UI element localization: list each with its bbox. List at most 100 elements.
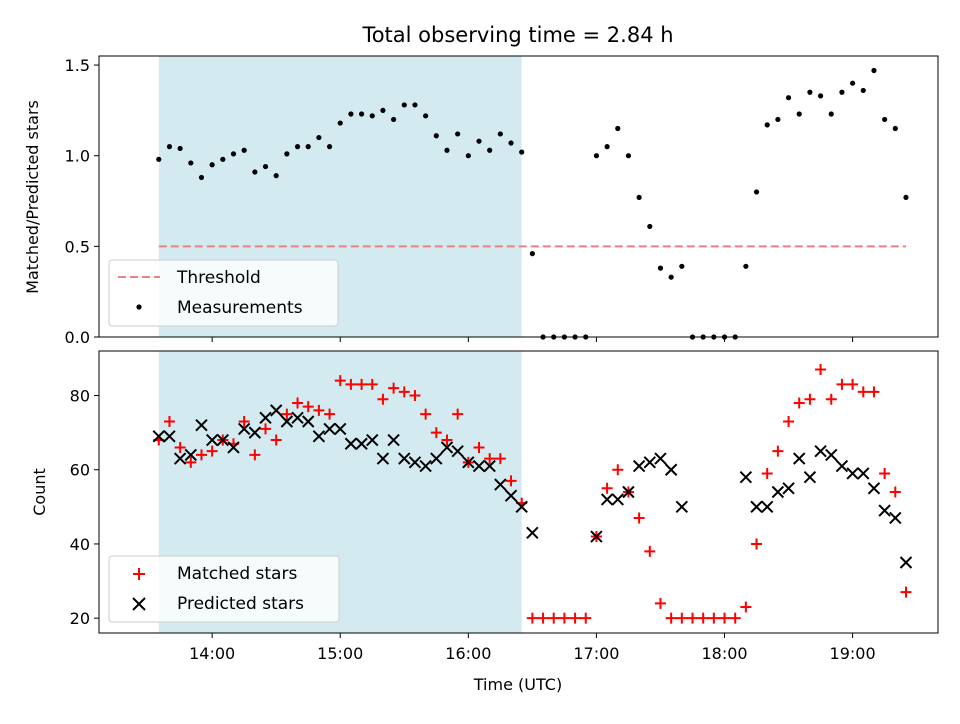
predicted-star-point (472, 459, 486, 473)
predicted-star-point (771, 485, 785, 499)
matched-star-point (548, 612, 560, 624)
legend-measurements-label: Measurements (177, 298, 303, 318)
matched-star-point (879, 467, 891, 479)
predicted-star-point (355, 437, 368, 450)
measurement-point (262, 163, 269, 170)
predicted-star-point (590, 530, 603, 543)
matched-star-point (484, 453, 496, 465)
matched-star-point (356, 378, 368, 390)
predicted-star-point (408, 456, 422, 469)
measurement-point (764, 122, 770, 128)
matched-star-point (836, 378, 848, 390)
matched-star-point (697, 612, 709, 624)
matched-star-point (740, 601, 752, 613)
measurement-point (273, 173, 279, 179)
predicted-star-point (419, 459, 432, 473)
matched-star-point (366, 378, 378, 390)
matched-star-point (174, 441, 186, 453)
measurement-point (433, 133, 439, 139)
count-panel: 14:00 15:00 16:00 17:00 18:00 19:00 20 40 60 80 C… (30, 350, 939, 694)
predicted-star-point (867, 482, 881, 495)
predicted-star-point (302, 415, 315, 428)
predicted-star-point (878, 504, 891, 517)
predicted-star-point (814, 444, 827, 458)
measurement-point (882, 116, 888, 123)
matched-star-point (409, 390, 421, 402)
predicted-star-point (216, 433, 230, 447)
matched-star-point (473, 441, 485, 453)
matched-star-point (729, 612, 741, 624)
predicted-star-point (334, 422, 347, 436)
predicted-star-point (152, 430, 165, 443)
matched-star-point (494, 453, 506, 465)
matched-star-point (558, 612, 570, 624)
measurement-point (156, 156, 162, 162)
measurement-point (465, 153, 471, 159)
matched-star-point (889, 486, 901, 498)
predicted-star-point (643, 456, 657, 469)
measurement-point (358, 111, 365, 117)
x-tick-label: 15:00 (317, 644, 363, 663)
count-y-tick-label: 80 (70, 387, 90, 406)
measurement-point (455, 131, 461, 137)
predicted-star-point (504, 489, 518, 502)
matched-star-point (580, 612, 592, 624)
predicted-star-point (782, 482, 795, 495)
matched-star-point (345, 378, 357, 390)
matched-star-point (772, 445, 784, 457)
measurement-point (188, 160, 194, 166)
measurement-point (476, 138, 482, 144)
measurement-point (775, 116, 781, 123)
measurement-point (817, 93, 824, 99)
measurement-point (860, 87, 866, 94)
measurement-point (423, 113, 429, 119)
count-panel-frame (98, 350, 939, 634)
matched-star-point (292, 397, 304, 409)
predicted-star-point (195, 419, 208, 432)
predicted-star-point (611, 493, 624, 506)
measurement-point (230, 151, 237, 157)
matched-star-point (857, 386, 869, 398)
ratio-ylabel: Matched/Predicted stars (23, 100, 42, 294)
predicted-star-point (494, 478, 507, 491)
measurement-point (337, 120, 343, 126)
matched-star-point (665, 612, 677, 624)
matched-star-point (334, 375, 346, 387)
matched-star-point (526, 612, 538, 624)
x-tick-label: 14:00 (189, 644, 235, 663)
measurement-point (871, 67, 877, 74)
predicted-star-point (803, 470, 817, 484)
predicted-star-point (398, 452, 411, 465)
predicted-star-point (654, 452, 667, 465)
matched-star-point (654, 597, 666, 609)
measurement-point (220, 156, 226, 162)
predicted-star-point (750, 500, 763, 514)
predicted-star-point (376, 452, 390, 465)
matched-star-point (505, 475, 517, 487)
measurement-point (807, 89, 813, 95)
measurement-point (785, 95, 792, 101)
matched-star-point (313, 404, 325, 416)
predicted-star-point (793, 452, 806, 465)
predicted-star-point (280, 415, 294, 428)
measurement-point (380, 107, 386, 113)
measurement-point (369, 113, 375, 119)
matched-star-point (793, 397, 805, 409)
measurement-point (444, 147, 450, 153)
matched-star-point (569, 612, 581, 624)
matched-star-point (377, 393, 389, 405)
legend-predicted-label: Predicted stars (177, 594, 304, 614)
predicted-star-point (227, 441, 240, 454)
ratio-y-tick-label: 1.0 (65, 147, 90, 166)
ratio-legend-box (108, 259, 339, 327)
matched-star-point (388, 382, 400, 394)
measurement-point (401, 102, 407, 108)
measurement-point (166, 144, 173, 150)
matched-star-point (847, 378, 859, 390)
count-y-tick-label: 40 (70, 535, 90, 554)
matched-star-point (686, 612, 698, 624)
predicted-star-point (344, 437, 358, 450)
predicted-star-point (483, 459, 496, 473)
matched-star-point (260, 423, 272, 435)
matched-star-point (633, 512, 645, 524)
